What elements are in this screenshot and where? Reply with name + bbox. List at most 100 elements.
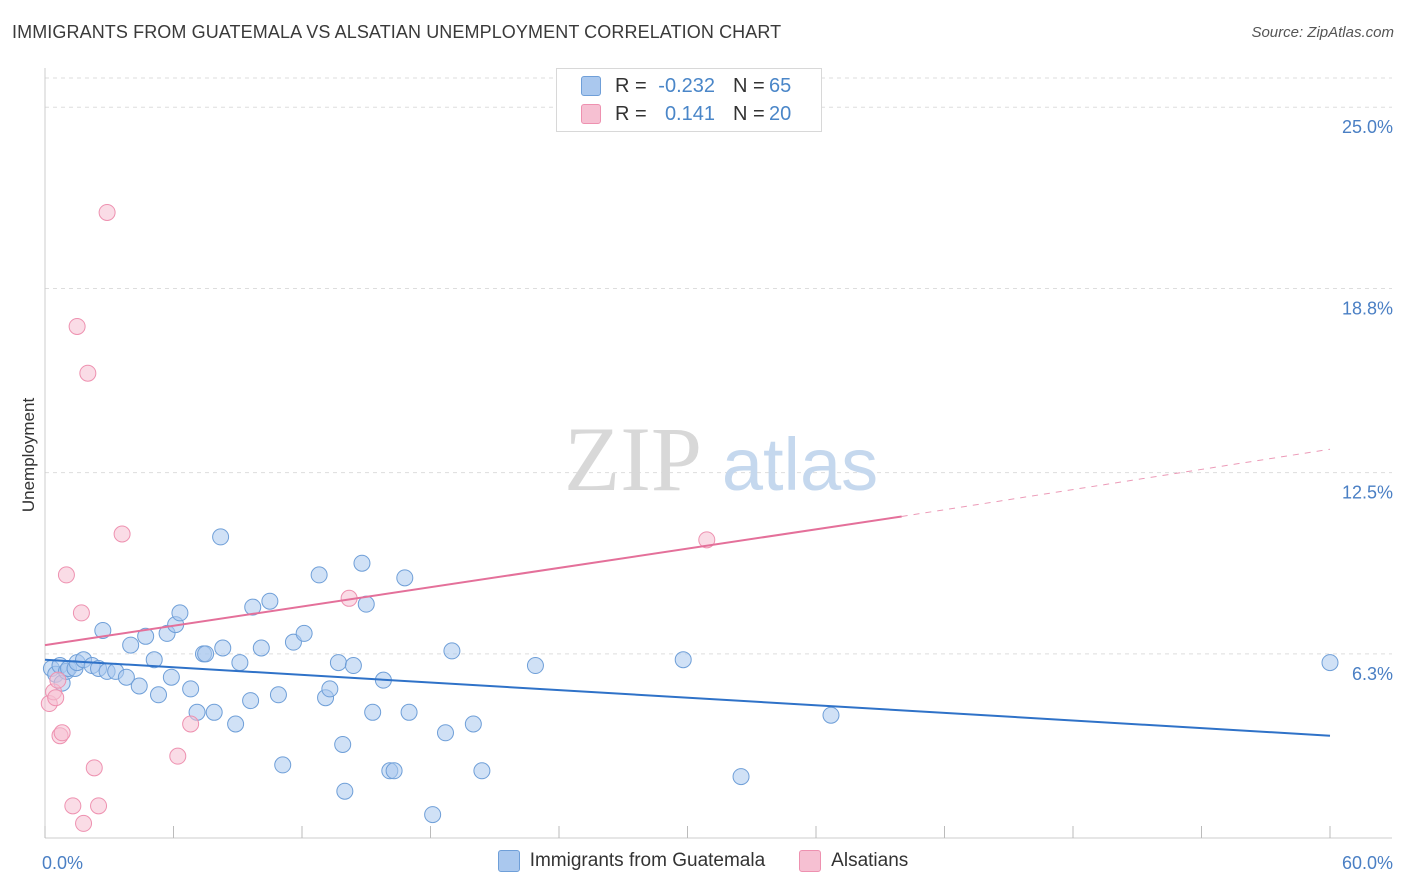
guatemala-point <box>145 651 163 669</box>
alsatian-point <box>75 814 93 832</box>
guatemala-point <box>473 762 491 780</box>
guatemala-point <box>364 703 382 721</box>
guatemala-point <box>344 657 362 675</box>
guatemala-point <box>252 639 270 657</box>
guatemala-point <box>244 598 262 616</box>
guatemala-point <box>295 624 313 642</box>
tick-labels: 6.3% 12.5% 18.8% 25.0% 0.0% 60.0% <box>42 117 1393 873</box>
guatemala-point <box>130 677 148 695</box>
alsatian-point <box>113 525 131 543</box>
guatemala-point <box>526 657 544 675</box>
guatemala-point <box>353 554 371 572</box>
guatemala-point <box>464 715 482 733</box>
legend-row-guatemala: R = -0.232 N = 65 <box>581 73 791 99</box>
guatemala-point <box>94 621 112 639</box>
guatemala-point <box>197 645 215 663</box>
guatemala-point <box>334 735 352 753</box>
alsatian-point <box>64 797 82 815</box>
chart-title: IMMIGRANTS FROM GUATEMALA VS ALSATIAN UN… <box>12 22 782 42</box>
trend-lines <box>44 448 1331 737</box>
guatemala-point <box>205 703 223 721</box>
y-axis-label: Unemployment <box>19 398 38 513</box>
alsatian-point <box>85 759 103 777</box>
alsatian-point <box>182 715 200 733</box>
guatemala-point <box>336 782 354 800</box>
guatemala-point <box>310 566 328 584</box>
x-tick-label: 60.0% <box>1342 853 1393 873</box>
legend-r-label: R = <box>615 102 647 125</box>
legend-r-label: R = <box>615 74 647 97</box>
grid-lines <box>45 77 1392 655</box>
guatemala-point <box>212 528 230 546</box>
guatemala-point <box>443 642 461 660</box>
legend-n-label: N = <box>733 102 765 125</box>
alsatian-point <box>49 671 67 689</box>
guatemala-point <box>227 715 245 733</box>
legend-label-guatemala: Immigrants from Guatemala <box>529 850 766 871</box>
guatemala-point <box>269 686 287 704</box>
axes <box>44 68 1392 839</box>
alsatian-point <box>57 566 75 584</box>
guatemala-point <box>122 636 140 654</box>
guatemala-point <box>822 706 840 724</box>
watermark-zip: ZIP <box>564 408 702 510</box>
legend-swatch-blue <box>581 76 601 96</box>
guatemala-point <box>162 668 180 686</box>
legend-row-alsatians: R = 0.141 N = 20 <box>581 101 791 127</box>
guatemala-point <box>242 692 260 710</box>
alsatian-trend-line <box>44 515 902 647</box>
guatemala-point <box>424 806 442 824</box>
legend-n-value: 20 <box>769 102 792 125</box>
guatemala-point <box>137 627 155 645</box>
alsatian-point <box>169 747 187 765</box>
legend-n-value: 65 <box>769 74 792 97</box>
y-tick-label: 12.5% <box>1342 483 1393 503</box>
guatemala-point <box>732 768 750 786</box>
alsatian-point <box>79 364 97 382</box>
guatemala-point <box>321 680 339 698</box>
alsatian-point <box>47 689 65 707</box>
alsatian-point <box>53 724 71 742</box>
guatemala-point <box>182 680 200 698</box>
guatemala-point <box>396 569 414 587</box>
legend-swatch-blue <box>497 850 520 872</box>
guatemala-point <box>674 651 692 669</box>
alsatian-point <box>90 797 108 815</box>
alsatian-trend-extension <box>901 448 1331 517</box>
alsatian-point <box>698 531 716 549</box>
legend-swatch-pink <box>799 850 822 872</box>
guatemala-point <box>400 703 418 721</box>
y-tick-label: 18.8% <box>1342 298 1393 318</box>
alsatian-point <box>68 317 86 335</box>
legend-n-label: N = <box>733 74 765 97</box>
alsatian-point <box>72 604 90 622</box>
series-legend: Immigrants from Guatemala Alsatians <box>0 850 1406 872</box>
guatemala-point <box>274 756 292 774</box>
guatemala-point <box>385 762 403 780</box>
guatemala-point <box>231 654 249 672</box>
guatemala-point <box>1321 654 1339 672</box>
guatemala-point <box>261 592 279 610</box>
guatemala-point <box>171 604 189 622</box>
legend-r-value: -0.232 <box>658 74 715 97</box>
guatemala-point <box>150 686 168 704</box>
alsatian-point <box>98 203 116 221</box>
source-label: Source: ZipAtlas.com <box>1251 24 1394 41</box>
legend-swatch-pink <box>581 104 601 124</box>
guatemala-point <box>436 724 454 742</box>
y-tick-label: 25.0% <box>1342 117 1393 137</box>
legend-r-value: 0.141 <box>664 102 715 125</box>
legend-item-alsatians[interactable]: Alsatians <box>799 850 908 872</box>
guatemala-point <box>214 639 232 657</box>
guatemala-point <box>117 668 135 686</box>
legend-item-guatemala[interactable]: Immigrants from Guatemala <box>497 850 766 872</box>
data-points <box>40 203 1339 832</box>
x-tick-label: 0.0% <box>42 853 83 873</box>
y-tick-label: 6.3% <box>1352 664 1393 684</box>
guatemala-point <box>329 654 347 672</box>
legend-label-alsatians: Alsatians <box>831 850 909 871</box>
watermark-atlas: atlas <box>722 423 878 506</box>
correlation-legend: R = -0.232 N = 65 R = 0.141 N = 20 <box>556 68 822 132</box>
guatemala-trend-line <box>44 658 1331 737</box>
